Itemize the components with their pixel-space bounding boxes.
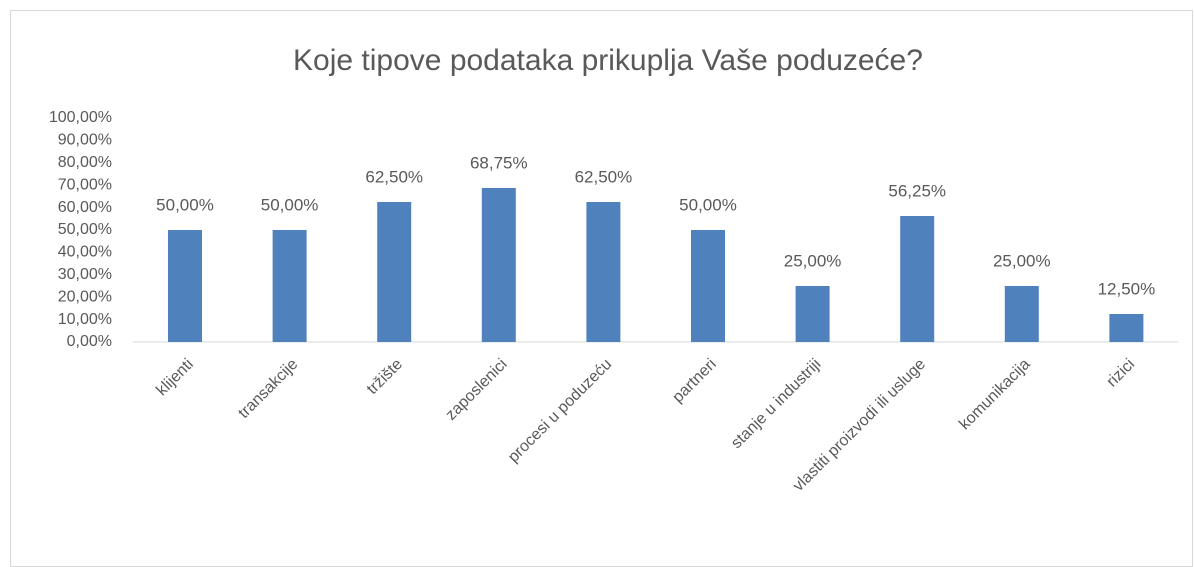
value-label: 50,00% <box>156 195 214 214</box>
value-label: 68,75% <box>470 153 528 172</box>
value-label: 56,25% <box>888 181 946 200</box>
value-label: 25,00% <box>784 251 842 270</box>
bar <box>1004 286 1039 342</box>
y-tick-label: 10,00% <box>58 311 112 328</box>
value-label: 50,00% <box>261 195 319 214</box>
bar <box>377 202 412 342</box>
bar <box>168 230 202 342</box>
y-tick-label: 100,00% <box>49 109 112 126</box>
value-label: 25,00% <box>993 251 1051 270</box>
y-tick-label: 90,00% <box>58 132 112 149</box>
chart-title: Koje tipove podataka prikuplja Vaše podu… <box>293 44 923 77</box>
y-tick-label: 80,00% <box>58 154 112 171</box>
bar <box>795 286 830 342</box>
bar <box>481 188 516 342</box>
y-tick-label: 60,00% <box>58 199 112 216</box>
y-tick-label: 70,00% <box>58 176 112 193</box>
bar <box>691 230 725 342</box>
bar <box>586 202 621 342</box>
bar <box>900 216 935 342</box>
y-tick-label: 30,00% <box>58 266 112 283</box>
value-label: 62,50% <box>575 167 633 186</box>
bar <box>1109 314 1144 342</box>
y-tick-label: 50,00% <box>58 221 112 238</box>
value-label: 12,50% <box>1098 279 1156 298</box>
y-tick-label: 40,00% <box>58 244 112 261</box>
value-label: 62,50% <box>365 167 423 186</box>
y-tick-label: 0,00% <box>67 333 112 350</box>
bar <box>272 230 307 342</box>
value-label: 50,00% <box>679 195 737 214</box>
y-tick-label: 20,00% <box>58 288 112 305</box>
